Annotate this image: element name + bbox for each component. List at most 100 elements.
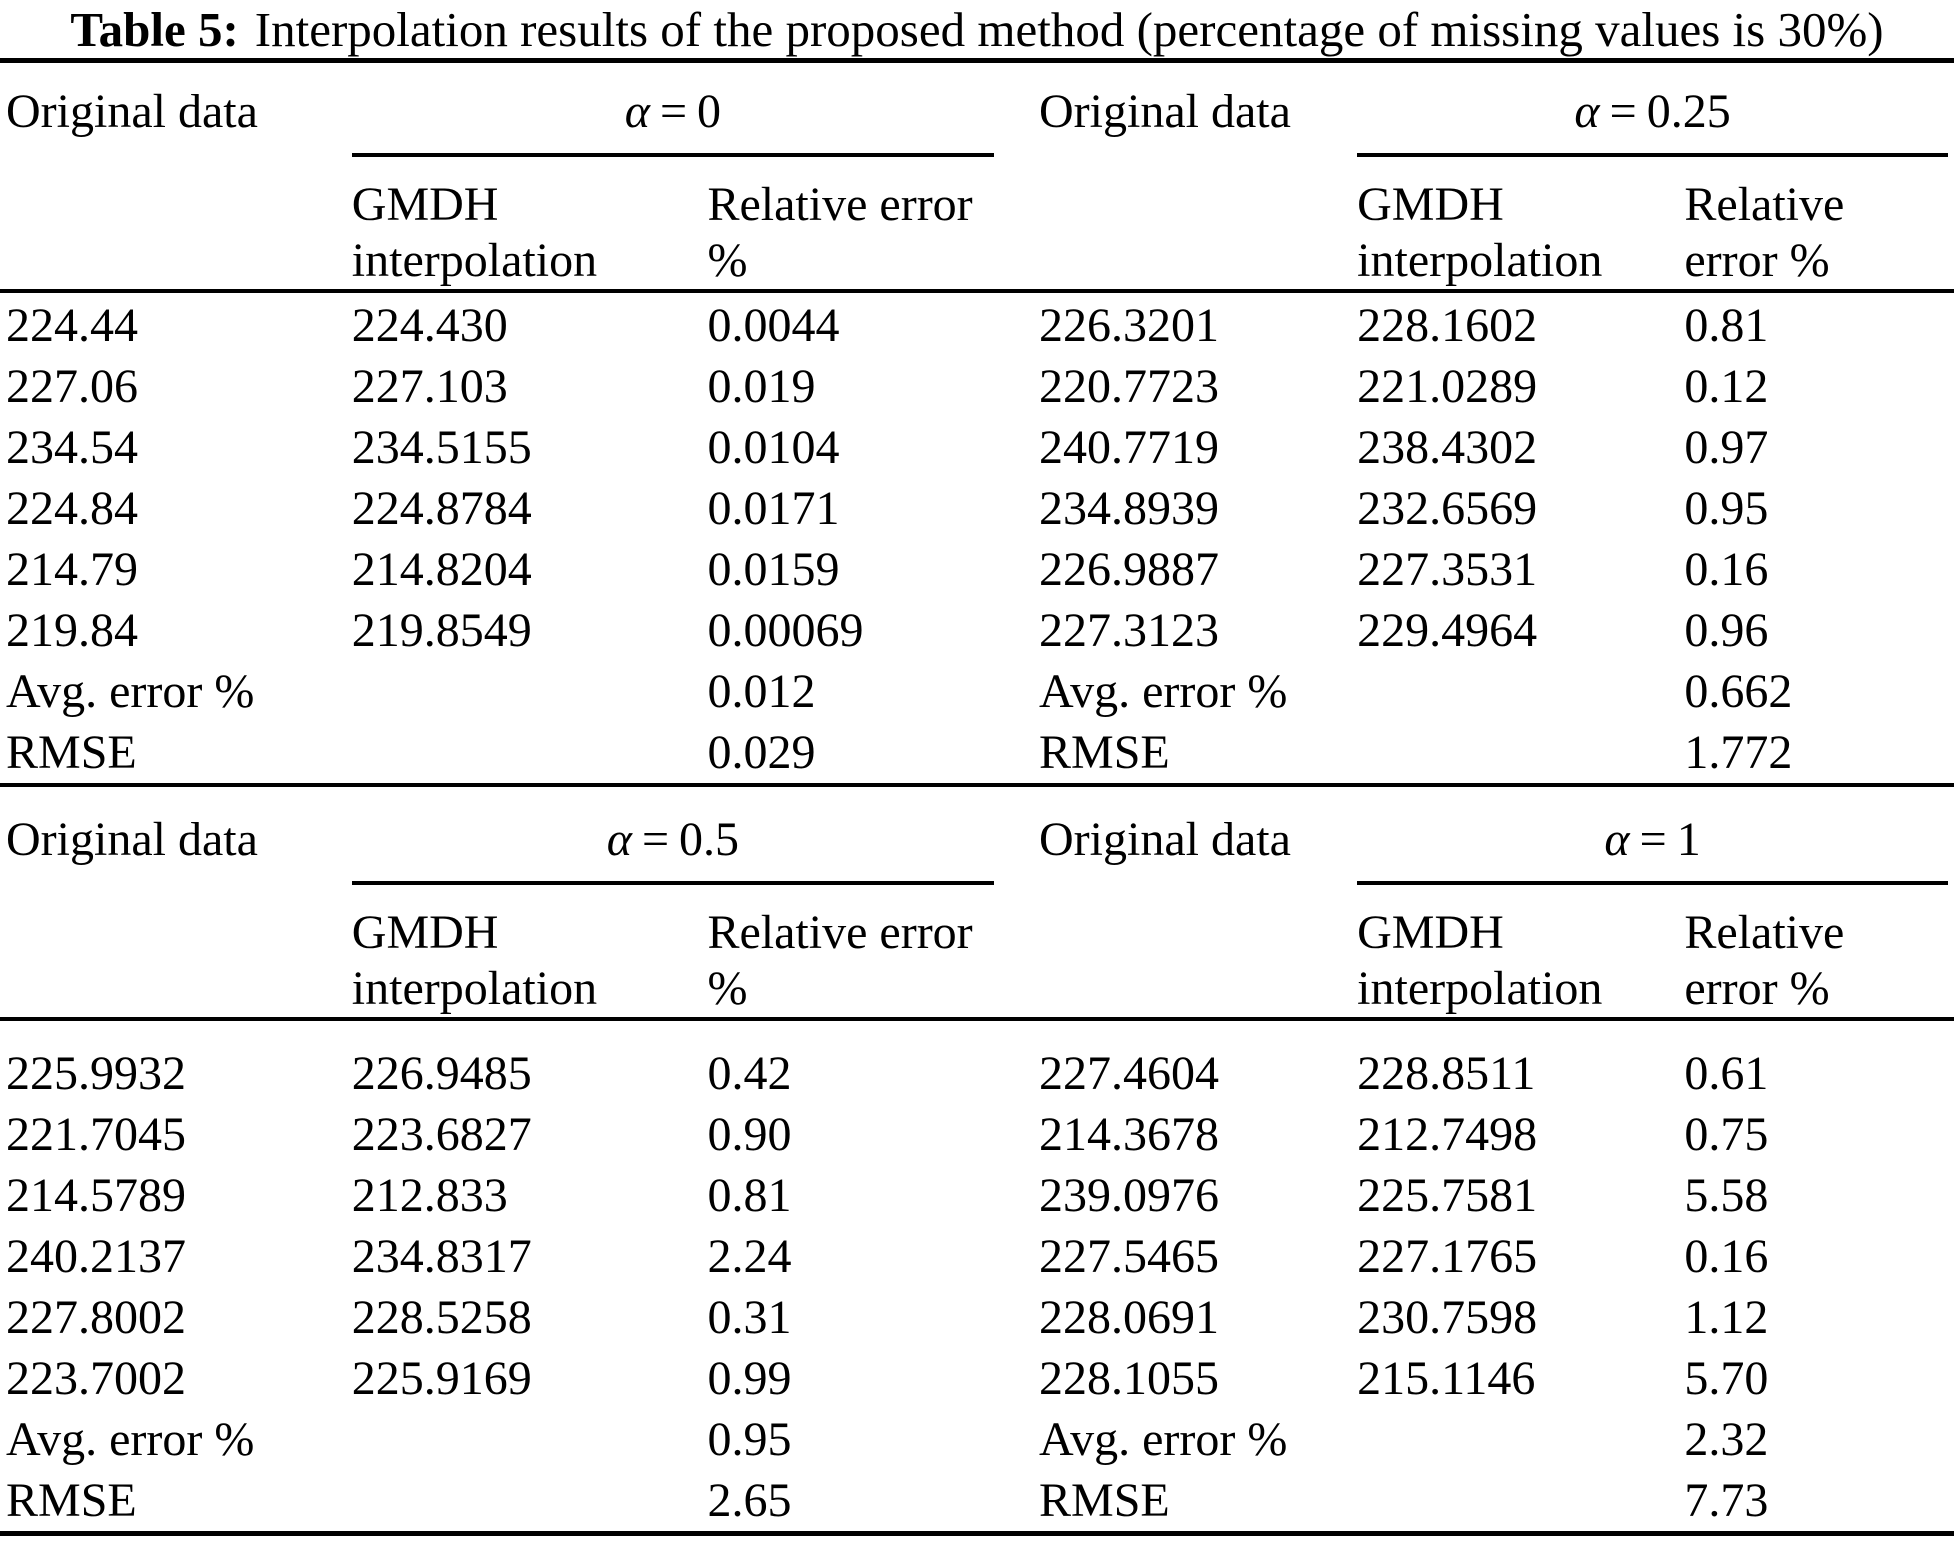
header-rule-top: [0, 289, 1954, 293]
original-data-cell: 227.8002: [6, 1291, 186, 1344]
relative-error-cell: 2.24: [707, 1230, 792, 1283]
original-data-cell: 240.7719: [1039, 421, 1219, 474]
relative-error-cell: 2.32: [1684, 1413, 1769, 1466]
original-data-cell: 214.3678: [1039, 1108, 1219, 1161]
rmse-row: RMSE 0.029: [6, 722, 994, 783]
alpha-span-rule: [351, 881, 994, 885]
gmdh-interpolation-cell: 227.103: [351, 360, 508, 413]
gmdh-interpolation-cell: 215.1146: [1357, 1352, 1536, 1405]
avg-error-row: Avg. error % 2.32: [1039, 1409, 1948, 1470]
alpha-span-rule: [1357, 153, 1948, 157]
data-row: 225.9932 226.9485 0.42: [6, 1043, 994, 1104]
original-data-cell: 219.84: [6, 604, 138, 657]
relative-error-cell: 0.95: [707, 1413, 792, 1466]
original-data-cell: 224.84: [6, 482, 138, 535]
relative-error-cell: 0.81: [1684, 299, 1769, 352]
original-data-cell: 228.1055: [1039, 1352, 1219, 1405]
alpha-header: α = 1: [1604, 812, 1701, 866]
original-data-cell: 225.9932: [6, 1047, 186, 1100]
gmdh-interpolation-cell: 227.1765: [1357, 1230, 1538, 1283]
data-row: 239.0976 225.7581 5.58: [1039, 1165, 1948, 1226]
data-row: 227.06 227.103 0.019: [6, 356, 994, 417]
table-caption-text: Interpolation results of the proposed me…: [254, 1, 1884, 57]
data-row: 228.0691 230.7598 1.12: [1039, 1287, 1948, 1348]
original-data-cell: 224.44: [6, 299, 138, 352]
relative-error-cell: 0.0171: [707, 482, 840, 535]
data-row: 240.7719 238.4302 0.97: [1039, 417, 1948, 478]
relative-error-cell: 0.81: [707, 1169, 792, 1222]
gmdh-interpolation-cell: 214.8204: [351, 543, 532, 596]
gmdh-interpolation-cell: 212.833: [351, 1169, 508, 1222]
original-data-cell: RMSE: [1039, 726, 1170, 779]
gmdh-interpolation-cell: 221.0289: [1357, 360, 1538, 413]
original-data-cell: RMSE: [6, 726, 137, 779]
table-title: Table 5: Interpolation results of the pr…: [0, 0, 1954, 58]
avg-error-row: Avg. error % 0.012: [6, 661, 994, 722]
original-data-cell: RMSE: [6, 1474, 137, 1527]
data-row: 214.5789 212.833 0.81: [6, 1165, 994, 1226]
relative-error-cell: 0.0044: [707, 299, 840, 352]
relative-error-cell: 0.96: [1684, 604, 1769, 657]
relative-error-header: Relative error%: [707, 906, 973, 1015]
data-row: 228.1055 215.1146 5.70: [1039, 1348, 1948, 1409]
data-row: 234.8939 232.6569 0.95: [1039, 478, 1948, 539]
subtable-header-alpha-0: Original data α = 0 GMDH interpolation Rela…: [6, 69, 994, 289]
relative-error-cell: 0.019: [707, 360, 816, 413]
gmdh-interpolation-cell: 224.430: [351, 299, 508, 352]
gmdh-interpolation-header: GMDH interpolation: [1357, 178, 1603, 287]
subtable-header-alpha-1: Original data α = 1 GMDH interpolation Rela…: [1039, 797, 1948, 1017]
subtable-header-alpha-0-25: Original data α = 0.25 GMDH interpolation R…: [1039, 69, 1948, 289]
alpha-span-rule: [351, 153, 994, 157]
data-row: 227.4604 228.8511 0.61: [1039, 1043, 1948, 1104]
alpha-header: α = 0.25: [1574, 84, 1731, 138]
gmdh-interpolation-cell: 225.9169: [351, 1352, 532, 1405]
original-data-cell: 227.06: [6, 360, 138, 413]
data-row: 224.44 224.430 0.0044: [6, 295, 994, 356]
header-row-top: Original data α = 0 GMDH interpolation Rela…: [0, 69, 1954, 289]
avg-error-row: Avg. error % 0.662: [1039, 661, 1948, 722]
original-data-cell: 228.0691: [1039, 1291, 1219, 1344]
table-number-label: Table 5:: [70, 1, 239, 57]
relative-error-cell: 0.16: [1684, 1230, 1769, 1283]
data-block-top: 224.44 224.430 0.0044 227.06 227.103 0.019 234…: [0, 293, 1954, 783]
subtable-body-alpha-0: 224.44 224.430 0.0044 227.06 227.103 0.019 234…: [6, 293, 994, 783]
original-data-header: Original data: [6, 812, 258, 866]
relative-error-cell: 0.16: [1684, 543, 1769, 596]
header-row-bottom: Original data α = 0.5 GMDH interpolation Re…: [0, 797, 1954, 1017]
gmdh-interpolation-cell: 228.1602: [1357, 299, 1538, 352]
alpha-header: α = 0: [624, 84, 722, 138]
avg-error-row: Avg. error % 0.95: [6, 1409, 994, 1470]
data-row: 227.3123 229.4964 0.96: [1039, 600, 1948, 661]
relative-error-cell: 0.75: [1684, 1108, 1769, 1161]
alpha-span-rule: [1357, 881, 1948, 885]
data-row: 226.3201 228.1602 0.81: [1039, 295, 1948, 356]
data-row: 227.5465 227.1765 0.16: [1039, 1226, 1948, 1287]
original-data-cell: Avg. error %: [6, 665, 255, 718]
rmse-row: RMSE 2.65: [6, 1470, 994, 1531]
original-data-cell: 214.79: [6, 543, 138, 596]
relative-error-cell: 0.12: [1684, 360, 1769, 413]
subtable-header-alpha-0-5: Original data α = 0.5 GMDH interpolation Re…: [6, 797, 994, 1017]
bottom-rule: [0, 1531, 1954, 1536]
subtable-body-alpha-0-25: 226.3201 228.1602 0.81 220.7723 221.0289 0.12…: [1039, 293, 1948, 783]
original-data-cell: 226.9887: [1039, 543, 1219, 596]
gmdh-interpolation-cell: 212.7498: [1357, 1108, 1538, 1161]
relative-error-cell: 0.0159: [707, 543, 840, 596]
original-data-cell: 239.0976: [1039, 1169, 1219, 1222]
original-data-cell: Avg. error %: [1039, 665, 1288, 718]
data-row: 227.8002 228.5258 0.31: [6, 1287, 994, 1348]
data-row: 226.9887 227.3531 0.16: [1039, 539, 1948, 600]
gmdh-interpolation-cell: 229.4964: [1357, 604, 1538, 657]
original-data-cell: 227.4604: [1039, 1047, 1219, 1100]
relative-error-cell: 1.772: [1684, 726, 1793, 779]
gmdh-interpolation-header: GMDH interpolation: [1357, 906, 1603, 1015]
relative-error-cell: 7.73: [1684, 1474, 1769, 1527]
data-row: 214.79 214.8204 0.0159: [6, 539, 994, 600]
original-data-cell: 234.8939: [1039, 482, 1219, 535]
gmdh-interpolation-cell: 232.6569: [1357, 482, 1538, 535]
original-data-cell: 220.7723: [1039, 360, 1219, 413]
original-data-cell: 214.5789: [6, 1169, 186, 1222]
mid-rule: [0, 783, 1954, 787]
original-data-cell: 223.7002: [6, 1352, 186, 1405]
relative-error-cell: 0.97: [1684, 421, 1769, 474]
